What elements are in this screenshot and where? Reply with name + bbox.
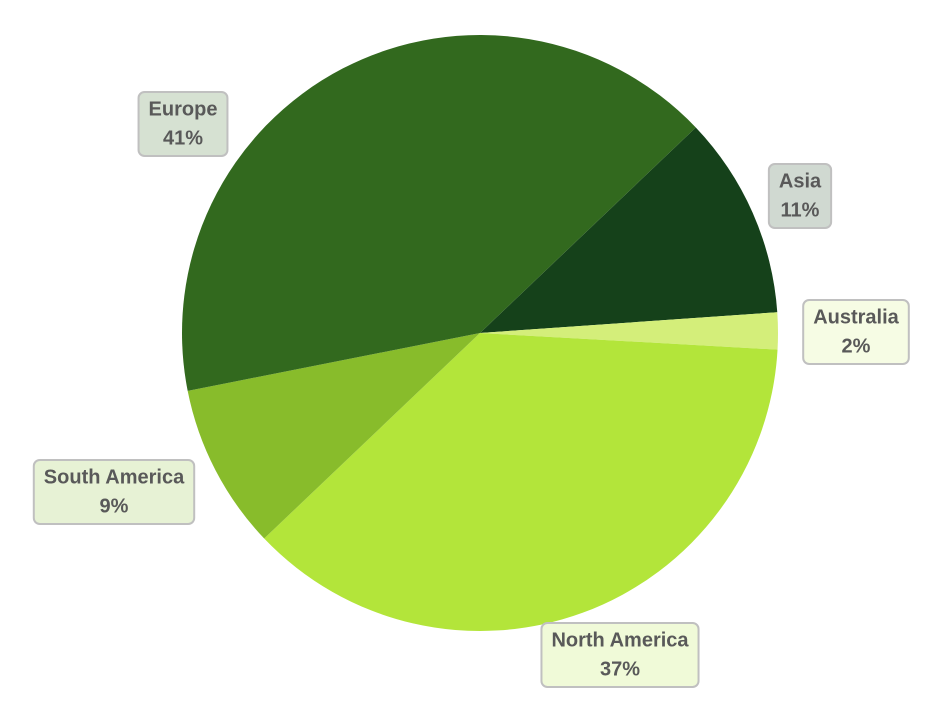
label-bg — [138, 92, 228, 156]
label-box — [32, 459, 196, 525]
data-label: North America 37% — [540, 622, 700, 688]
data-label: South America 9% — [32, 459, 196, 525]
label-value: 11% — [781, 199, 820, 221]
label-box — [767, 163, 833, 229]
data-label: Asia 11% — [767, 163, 833, 229]
data-label: Europe 41% — [137, 91, 229, 157]
label-bg — [768, 164, 832, 228]
pie-slice — [182, 35, 696, 391]
pie-slice — [480, 127, 778, 333]
label-value: 41% — [163, 127, 203, 149]
label-bg — [803, 300, 909, 364]
pie-slice — [480, 312, 778, 350]
pie-slice — [187, 333, 481, 539]
label-value: 9% — [100, 495, 129, 517]
label-category: North America — [551, 629, 689, 651]
label-box — [137, 91, 229, 157]
label-category: Asia — [779, 170, 822, 192]
label-box — [540, 622, 700, 688]
label-box — [802, 299, 910, 365]
label-category: Europe — [149, 98, 218, 120]
label-bg — [33, 460, 195, 524]
label-value: 37% — [600, 658, 640, 680]
label-category: Australia — [813, 306, 899, 328]
label-value: 2% — [842, 335, 871, 357]
label-category: South America — [44, 466, 185, 488]
data-label: Australia 2% — [802, 299, 910, 365]
pie-slice — [264, 333, 778, 631]
label-bg — [541, 623, 699, 687]
